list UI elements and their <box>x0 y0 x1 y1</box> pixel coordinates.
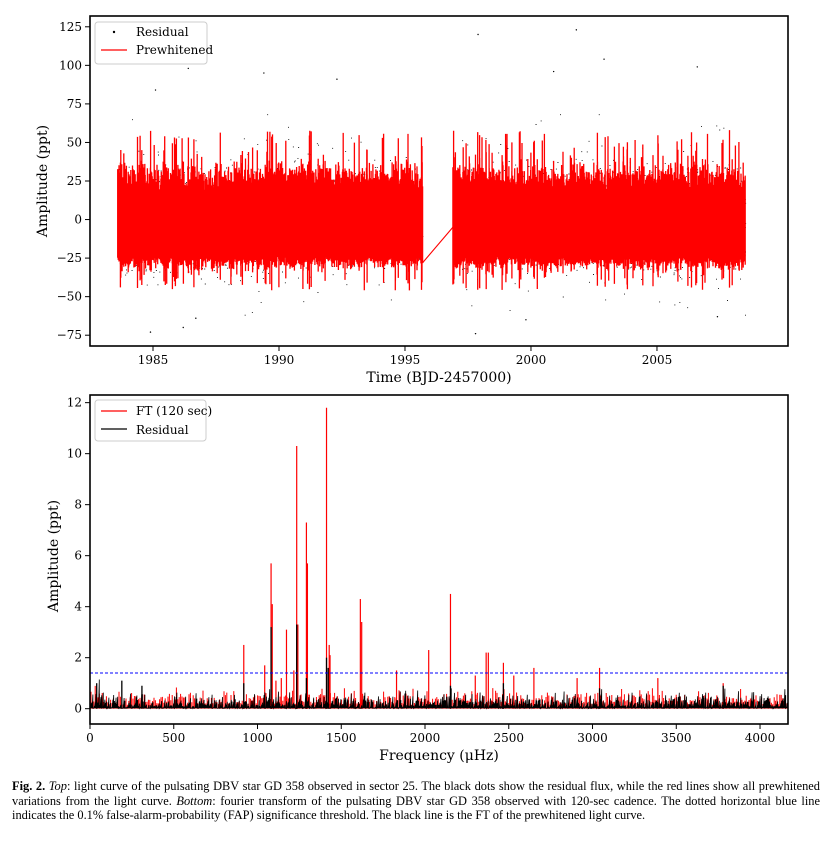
bottom-legend-ft-label: FT (120 sec) <box>136 404 212 418</box>
bottom-y-tick-label: 0 <box>74 702 82 716</box>
residual-outlier-dot <box>336 78 338 80</box>
top-x-tick-label: 1995 <box>390 353 421 367</box>
figure-caption: Fig. 2. Top: light curve of the pulsatin… <box>12 779 820 823</box>
bottom-x-tick-label: 4000 <box>745 731 776 745</box>
bottom-ylabel: Amplitude (ppt) <box>46 500 62 613</box>
top-legend-residual-label: Residual <box>136 25 189 39</box>
residual-outlier-dot <box>477 33 479 36</box>
top-x-tick-label: 2005 <box>642 353 673 367</box>
bottom-x-tick-label: 1500 <box>326 731 357 745</box>
top-ylabel: Amplitude (ppt) <box>35 125 51 238</box>
top-prewhitened-line <box>117 130 746 291</box>
residual-outlier-dot <box>474 332 477 335</box>
residual-outlier-dot <box>154 89 157 91</box>
residual-noise <box>90 679 788 710</box>
caption-part2: : fourier transform of the pulsating DBV… <box>12 793 820 823</box>
caption-label: Fig. 2. <box>12 779 46 793</box>
top-y-tick-label: −50 <box>57 290 82 304</box>
bottom-y-tick-label: 8 <box>74 498 82 512</box>
residual-outlier-dot <box>716 316 719 318</box>
top-y-tick-label: −75 <box>57 328 82 342</box>
bottom-y-tick-label: 12 <box>67 396 82 410</box>
top-x-tick-label: 1985 <box>138 353 169 367</box>
residual-outlier-dot <box>263 72 265 74</box>
bottom-y-tick-label: 2 <box>74 651 82 665</box>
top-y-tick-label: 50 <box>67 135 82 149</box>
residual-outlier-dot <box>603 58 605 60</box>
bottom-x-tick-label: 2000 <box>410 731 441 745</box>
top-axis-ticks: 1985 1990 1995 2000 2005 −75 −50 −25 0 25 50 75 100 1… <box>57 20 673 367</box>
caption-bottom-word: Bottom <box>176 793 213 808</box>
bottom-x-tick-label: 3500 <box>661 731 692 745</box>
residual-outlier-dot <box>182 326 184 329</box>
top-legend-prewhitened-label: Prewhitened <box>136 43 214 57</box>
top-y-tick-label: 100 <box>59 58 82 72</box>
top-legend: Residual Prewhitened <box>94 21 214 65</box>
bottom-ft-line <box>90 407 788 709</box>
top-y-tick-label: 25 <box>67 174 82 188</box>
residual-outlier-dot <box>149 331 152 333</box>
prewhitened-segment-1 <box>117 130 424 291</box>
top-legend-box <box>94 21 208 65</box>
residual-outlier-dot <box>575 29 578 31</box>
top-y-tick-label: 0 <box>74 213 82 227</box>
top-legend-residual-marker <box>112 30 116 34</box>
residual-outlier-dot <box>195 317 197 319</box>
top-y-tick-label: 75 <box>67 97 82 111</box>
bottom-y-tick-label: 4 <box>74 600 82 614</box>
bottom-x-tick-label: 0 <box>86 731 94 745</box>
bottom-axis-ticks: 0 500 1000 1500 2000 2500 3000 3500 4000 0 2 4 6 8 10 1… <box>67 396 776 745</box>
residual-outlier-dot <box>525 319 527 321</box>
prewhitened-segment-2 <box>452 130 746 290</box>
bottom-plot-frame <box>89 394 789 725</box>
prewhitened-gap-connector <box>422 226 454 264</box>
bottom-x-tick-label: 500 <box>162 731 185 745</box>
top-panel-light-curve: 1985 1990 1995 2000 2005 −75 −50 −25 0 25 50 75 100 1… <box>35 15 789 386</box>
top-plot-frame <box>89 15 789 347</box>
bottom-residual-line <box>90 624 788 710</box>
top-x-tick-label: 2000 <box>516 353 547 367</box>
top-x-tick-label: 1990 <box>264 353 295 367</box>
top-xlabel: Time (BJD-2457000) <box>366 370 511 386</box>
top-y-tick-label: −25 <box>57 251 82 265</box>
caption-part1: : light curve of the pulsating DBV star … <box>12 779 820 808</box>
bottom-xlabel: Frequency (μHz) <box>379 748 499 764</box>
bottom-y-tick-label: 6 <box>74 549 82 563</box>
residual-outlier-dot <box>552 70 555 73</box>
bottom-x-tick-label: 2500 <box>493 731 524 745</box>
bottom-legend: FT (120 sec) Residual <box>94 399 212 442</box>
bottom-panel-fourier-transform: 0 500 1000 1500 2000 2500 3000 3500 4000 0 2 4 6 8 10 1… <box>46 394 789 764</box>
bottom-x-tick-label: 3000 <box>577 731 608 745</box>
top-y-tick-label: 125 <box>59 20 82 34</box>
bottom-y-tick-label: 10 <box>67 447 82 461</box>
residual-outlier-dot <box>187 67 189 70</box>
bottom-legend-box <box>94 399 207 442</box>
bottom-x-tick-label: 1000 <box>242 731 273 745</box>
residual-outlier-dot <box>696 66 698 68</box>
caption-top-word: Top <box>48 779 67 793</box>
bottom-legend-residual-label: Residual <box>136 423 189 437</box>
figure: 1985 1990 1995 2000 2005−75−50−2502550751001… <box>35 15 789 764</box>
